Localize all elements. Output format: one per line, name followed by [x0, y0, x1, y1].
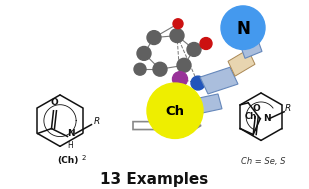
Text: Ch: Ch [244, 112, 256, 121]
Text: R: R [93, 117, 99, 126]
Text: H: H [68, 141, 73, 150]
Circle shape [191, 76, 205, 90]
Polygon shape [195, 94, 222, 114]
Text: Ch: Ch [166, 105, 184, 118]
Circle shape [187, 43, 201, 56]
Circle shape [221, 6, 265, 50]
Circle shape [134, 63, 146, 75]
FancyArrow shape [133, 118, 201, 133]
Text: 13 Examples: 13 Examples [100, 173, 208, 187]
Text: N: N [263, 114, 271, 123]
Circle shape [200, 38, 212, 50]
Text: O: O [252, 104, 260, 113]
Polygon shape [228, 50, 255, 76]
Circle shape [172, 72, 188, 87]
Circle shape [177, 58, 191, 72]
Text: O: O [51, 98, 58, 107]
Circle shape [147, 83, 203, 138]
Circle shape [173, 19, 183, 29]
Circle shape [147, 31, 161, 44]
Circle shape [170, 29, 184, 43]
Text: N: N [67, 129, 74, 138]
Text: 2: 2 [82, 155, 86, 161]
Text: Ch = Se, S: Ch = Se, S [241, 157, 285, 166]
Text: (Ch): (Ch) [57, 156, 79, 165]
Circle shape [137, 46, 151, 60]
Polygon shape [200, 67, 238, 94]
Polygon shape [240, 38, 262, 58]
Text: N: N [236, 20, 250, 38]
Circle shape [153, 62, 167, 76]
Text: R: R [285, 104, 291, 113]
